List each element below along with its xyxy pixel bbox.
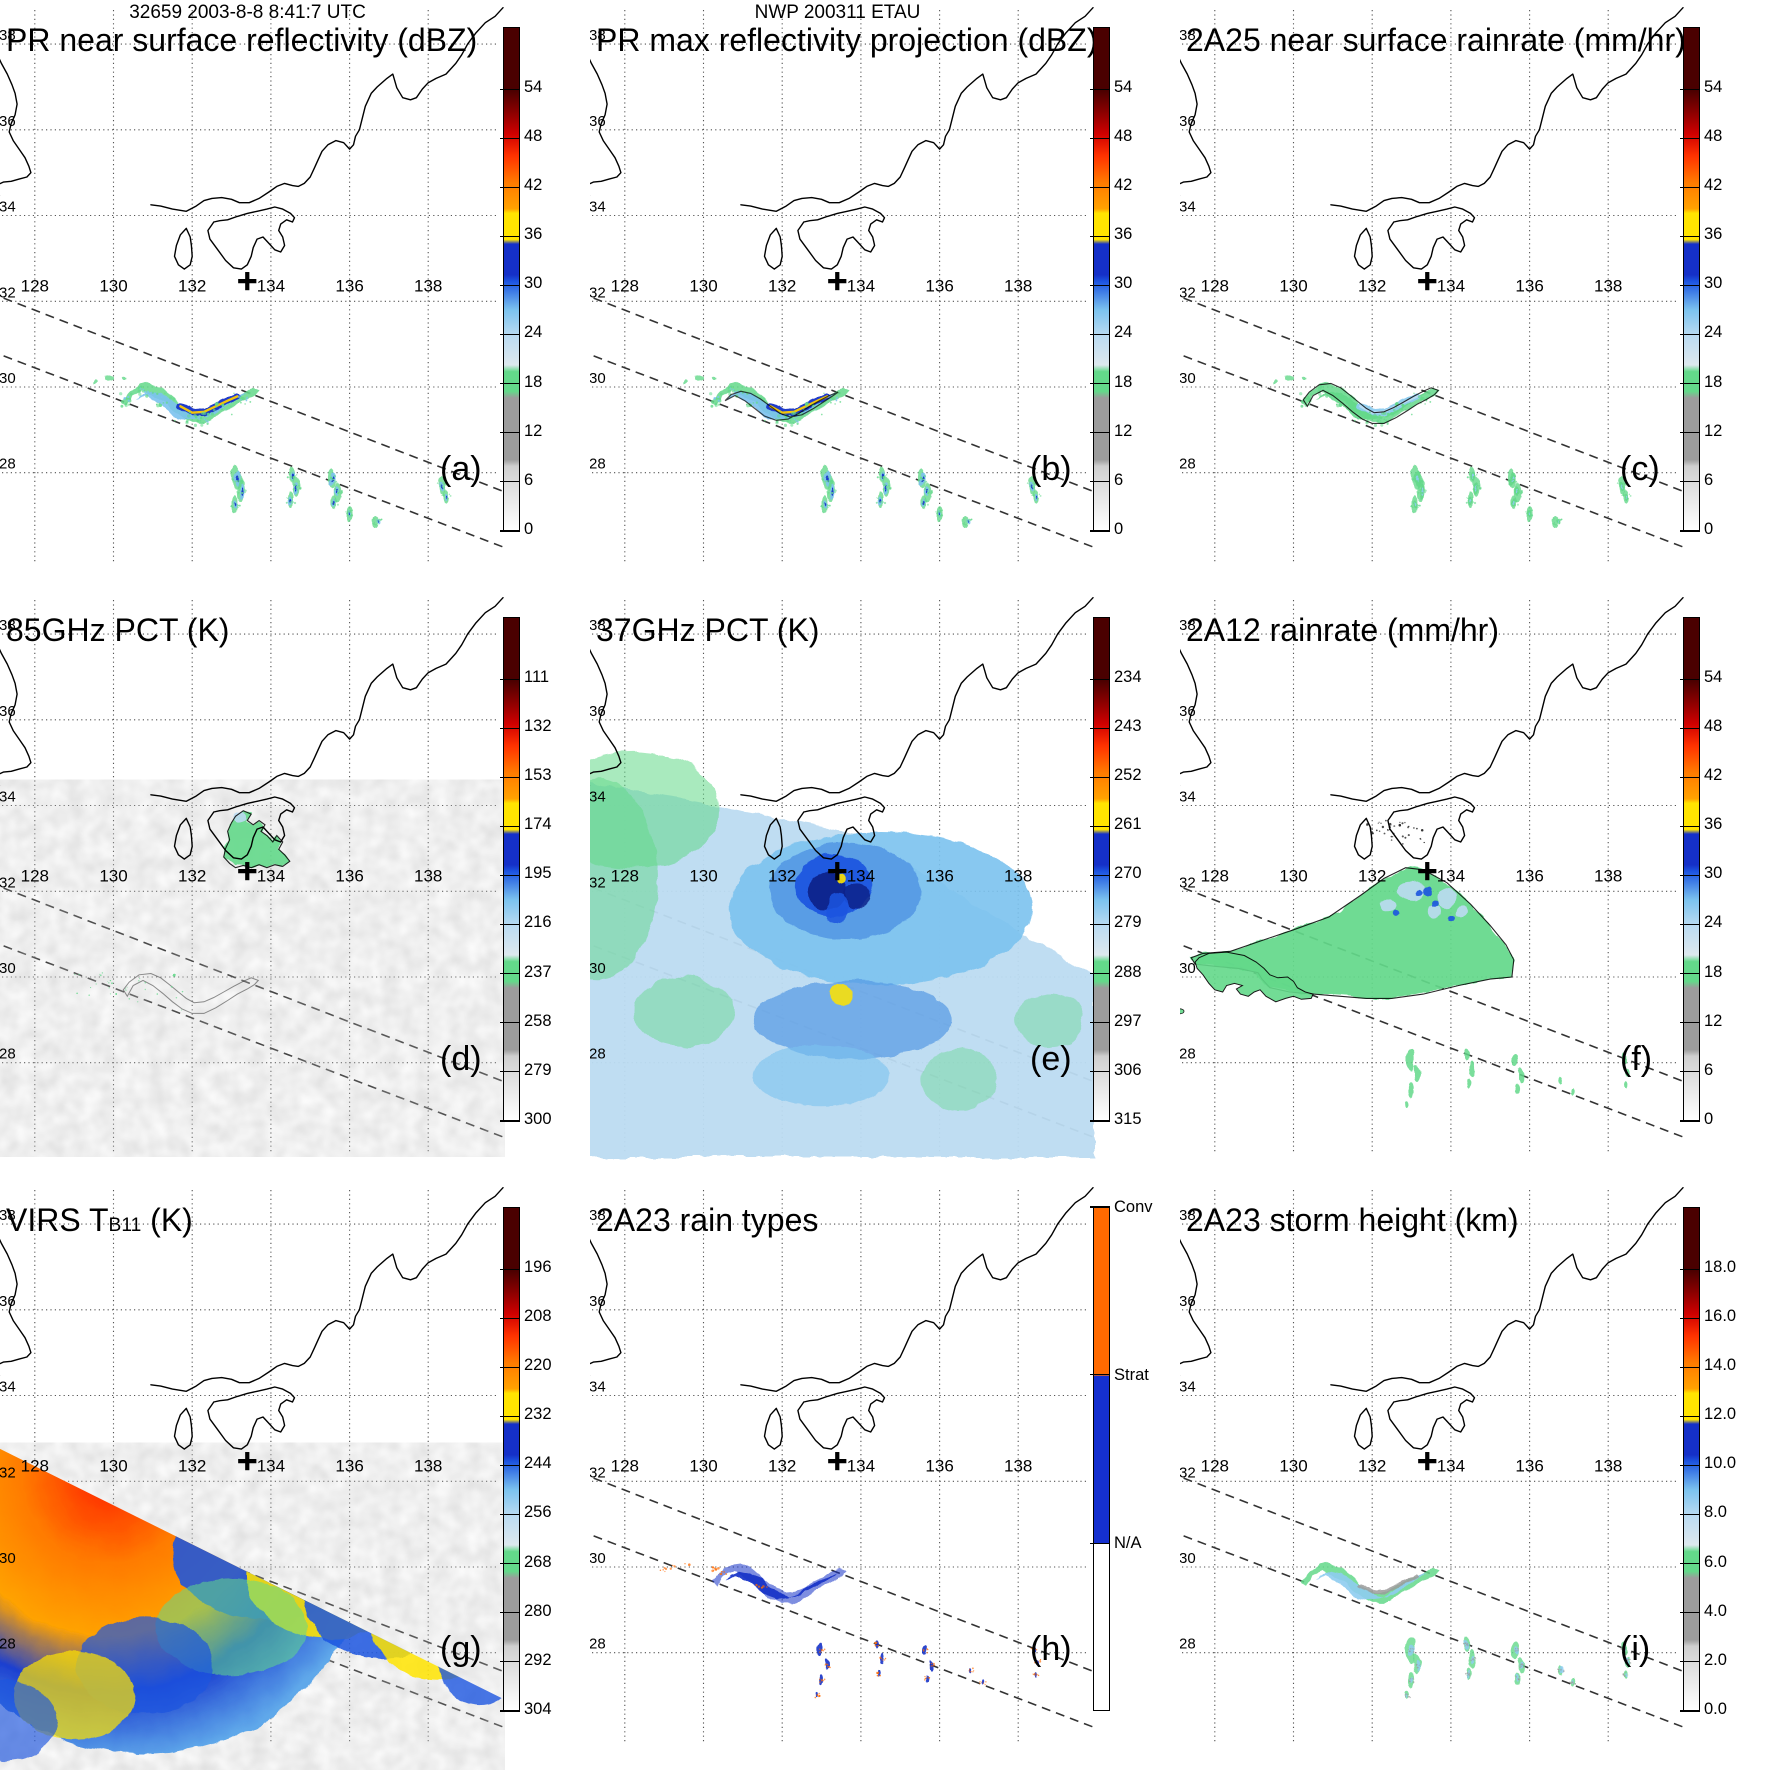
svg-text:138: 138 (1004, 866, 1032, 885)
svg-text:32: 32 (0, 1464, 16, 1481)
svg-text:28: 28 (0, 1636, 16, 1653)
svg-text:128: 128 (21, 276, 49, 295)
svg-text:128: 128 (611, 276, 639, 295)
svg-text:130: 130 (1279, 866, 1307, 885)
svg-text:30: 30 (1180, 370, 1196, 387)
svg-text:30: 30 (1180, 1550, 1196, 1567)
svg-text:134: 134 (257, 1456, 285, 1475)
svg-text:130: 130 (689, 866, 717, 885)
svg-text:138: 138 (1594, 276, 1622, 295)
svg-text:138: 138 (414, 276, 442, 295)
svg-text:30: 30 (590, 960, 606, 977)
svg-text:32: 32 (590, 874, 606, 891)
svg-text:36: 36 (1180, 703, 1196, 720)
svg-text:32: 32 (590, 1464, 606, 1481)
svg-text:134: 134 (847, 1456, 875, 1475)
svg-text:28: 28 (1180, 456, 1196, 473)
svg-text:30: 30 (0, 370, 16, 387)
svg-text:34: 34 (1180, 1379, 1196, 1396)
svg-text:32: 32 (0, 284, 16, 301)
svg-text:134: 134 (847, 276, 875, 295)
svg-text:28: 28 (0, 456, 16, 473)
svg-text:130: 130 (1279, 276, 1307, 295)
svg-text:130: 130 (1279, 1456, 1307, 1475)
svg-text:130: 130 (689, 276, 717, 295)
svg-text:138: 138 (1004, 276, 1032, 295)
svg-text:34: 34 (0, 1379, 16, 1396)
svg-text:132: 132 (1358, 276, 1386, 295)
svg-text:132: 132 (768, 1456, 796, 1475)
svg-text:134: 134 (1437, 1456, 1465, 1475)
svg-text:138: 138 (1004, 1456, 1032, 1475)
svg-text:34: 34 (590, 789, 606, 806)
svg-text:132: 132 (178, 1456, 206, 1475)
svg-text:32: 32 (0, 874, 16, 891)
svg-text:136: 136 (335, 866, 363, 885)
svg-text:34: 34 (590, 199, 606, 216)
svg-text:132: 132 (1358, 866, 1386, 885)
svg-text:30: 30 (0, 960, 16, 977)
svg-text:32: 32 (1180, 1464, 1196, 1481)
svg-text:128: 128 (21, 1456, 49, 1475)
svg-text:128: 128 (21, 866, 49, 885)
svg-text:36: 36 (590, 113, 606, 130)
svg-text:34: 34 (1180, 199, 1196, 216)
svg-text:36: 36 (1180, 113, 1196, 130)
svg-text:132: 132 (768, 866, 796, 885)
svg-text:36: 36 (590, 1293, 606, 1310)
svg-text:28: 28 (0, 1046, 16, 1063)
svg-text:32: 32 (1180, 874, 1196, 891)
svg-text:138: 138 (1594, 1456, 1622, 1475)
svg-text:136: 136 (1515, 1456, 1543, 1475)
svg-text:34: 34 (1180, 789, 1196, 806)
svg-text:30: 30 (1180, 960, 1196, 977)
svg-text:136: 136 (1515, 276, 1543, 295)
svg-text:36: 36 (0, 113, 16, 130)
svg-text:28: 28 (590, 456, 606, 473)
svg-text:128: 128 (611, 866, 639, 885)
svg-text:36: 36 (0, 1293, 16, 1310)
svg-text:130: 130 (99, 276, 127, 295)
svg-text:30: 30 (0, 1550, 16, 1567)
svg-text:136: 136 (925, 276, 953, 295)
svg-text:128: 128 (1201, 1456, 1229, 1475)
svg-text:28: 28 (1180, 1046, 1196, 1063)
svg-text:130: 130 (99, 1456, 127, 1475)
svg-text:136: 136 (335, 276, 363, 295)
svg-text:136: 136 (925, 866, 953, 885)
svg-text:138: 138 (1594, 866, 1622, 885)
svg-text:132: 132 (1358, 1456, 1386, 1475)
svg-text:128: 128 (1201, 866, 1229, 885)
svg-text:136: 136 (925, 1456, 953, 1475)
svg-text:34: 34 (0, 199, 16, 216)
svg-text:128: 128 (1201, 276, 1229, 295)
svg-text:138: 138 (414, 1456, 442, 1475)
svg-text:36: 36 (0, 703, 16, 720)
svg-text:30: 30 (590, 370, 606, 387)
svg-text:138: 138 (414, 866, 442, 885)
svg-text:130: 130 (689, 1456, 717, 1475)
svg-text:36: 36 (590, 703, 606, 720)
svg-text:32: 32 (590, 284, 606, 301)
svg-text:28: 28 (1180, 1636, 1196, 1653)
svg-text:128: 128 (611, 1456, 639, 1475)
svg-text:134: 134 (847, 866, 875, 885)
svg-text:136: 136 (1515, 866, 1543, 885)
svg-text:136: 136 (335, 1456, 363, 1475)
svg-text:28: 28 (590, 1636, 606, 1653)
svg-text:28: 28 (590, 1046, 606, 1063)
svg-text:132: 132 (178, 866, 206, 885)
svg-text:134: 134 (1437, 276, 1465, 295)
svg-text:134: 134 (257, 276, 285, 295)
svg-text:30: 30 (590, 1550, 606, 1567)
svg-text:34: 34 (590, 1379, 606, 1396)
svg-text:130: 130 (99, 866, 127, 885)
svg-text:32: 32 (1180, 284, 1196, 301)
svg-text:134: 134 (257, 866, 285, 885)
svg-text:132: 132 (768, 276, 796, 295)
svg-text:134: 134 (1437, 866, 1465, 885)
svg-text:132: 132 (178, 276, 206, 295)
svg-text:36: 36 (1180, 1293, 1196, 1310)
svg-text:34: 34 (0, 789, 16, 806)
